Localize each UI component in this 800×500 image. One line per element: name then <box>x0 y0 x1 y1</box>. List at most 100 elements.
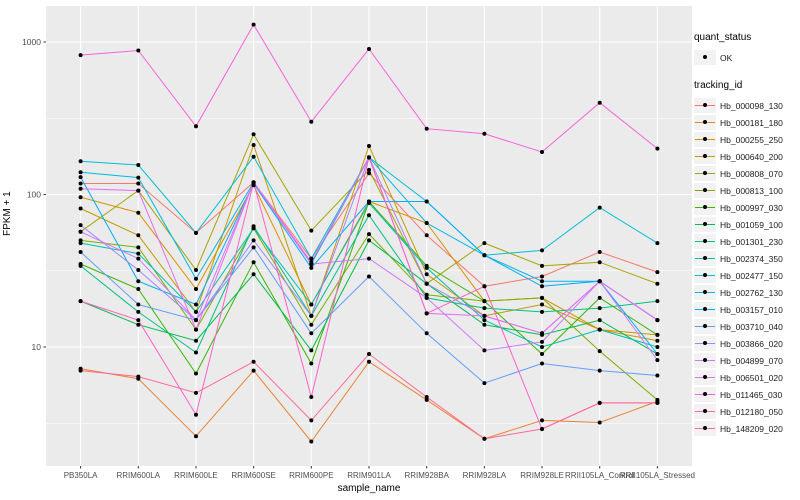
data-point[interactable] <box>540 302 544 307</box>
legend-item[interactable]: Hb_003157_010 <box>694 301 798 318</box>
data-point[interactable] <box>597 100 602 105</box>
data-point[interactable] <box>424 311 429 316</box>
data-point[interactable] <box>78 250 83 254</box>
data-point[interactable] <box>655 345 660 349</box>
data-point[interactable] <box>655 400 660 405</box>
data-point[interactable] <box>194 350 198 355</box>
data-point[interactable] <box>309 361 314 366</box>
data-point[interactable] <box>136 163 141 167</box>
data-point[interactable] <box>424 292 429 297</box>
data-point[interactable] <box>136 175 141 180</box>
data-point[interactable] <box>309 256 314 261</box>
data-point[interactable] <box>78 206 83 211</box>
data-point[interactable] <box>540 309 544 314</box>
data-point[interactable] <box>540 150 544 154</box>
data-point[interactable] <box>78 159 83 164</box>
data-point[interactable] <box>540 418 544 423</box>
data-point[interactable] <box>424 281 429 286</box>
data-point[interactable] <box>367 238 371 243</box>
data-point[interactable] <box>482 348 487 353</box>
legend-item[interactable]: Hb_003710_040 <box>694 318 798 335</box>
legend-item[interactable]: Hb_000181_180 <box>694 114 798 131</box>
data-point[interactable] <box>655 318 660 323</box>
data-point[interactable] <box>78 186 83 191</box>
data-point[interactable] <box>251 154 256 159</box>
data-point[interactable] <box>194 276 198 281</box>
data-point[interactable] <box>309 228 314 233</box>
data-point[interactable] <box>194 371 198 376</box>
data-point[interactable] <box>78 299 83 304</box>
data-point[interactable] <box>655 241 660 246</box>
data-point[interactable] <box>251 180 256 185</box>
data-point[interactable] <box>540 263 544 268</box>
data-point[interactable] <box>424 295 429 300</box>
data-point[interactable] <box>424 395 429 399</box>
data-point[interactable] <box>540 361 544 366</box>
data-point[interactable] <box>482 306 487 311</box>
data-point[interactable] <box>251 143 256 147</box>
legend-item[interactable]: Hb_003866_020 <box>694 335 798 352</box>
legend-item[interactable]: Hb_000640_200 <box>694 148 798 165</box>
data-point[interactable] <box>482 381 487 386</box>
data-point[interactable] <box>309 439 314 444</box>
legend-item[interactable]: Hb_000255_250 <box>694 131 798 148</box>
data-point[interactable] <box>136 302 141 307</box>
data-point[interactable] <box>424 272 429 277</box>
data-point[interactable] <box>482 131 487 136</box>
data-point[interactable] <box>597 295 602 300</box>
data-point[interactable] <box>194 318 198 323</box>
legend-item[interactable]: Hb_000997_030 <box>694 199 798 216</box>
data-point[interactable] <box>136 210 141 215</box>
data-point[interactable] <box>136 287 141 291</box>
data-point[interactable] <box>367 199 371 204</box>
data-point[interactable] <box>655 299 660 304</box>
data-point[interactable] <box>424 221 429 225</box>
data-point[interactable] <box>597 260 602 265</box>
data-point[interactable] <box>655 332 660 337</box>
data-point[interactable] <box>367 47 371 51</box>
data-point[interactable] <box>309 418 314 423</box>
legend-item[interactable]: Hb_011465_030 <box>694 386 798 403</box>
data-point[interactable] <box>194 327 198 332</box>
legend-item[interactable]: Hb_000813_100 <box>694 182 798 199</box>
data-point[interactable] <box>309 348 314 353</box>
legend-item-ok[interactable]: OK <box>694 49 798 66</box>
data-point[interactable] <box>482 313 487 318</box>
data-point[interactable] <box>136 309 141 314</box>
data-point[interactable] <box>78 170 83 175</box>
data-point[interactable] <box>367 274 371 279</box>
data-point[interactable] <box>194 412 198 417</box>
data-point[interactable] <box>655 270 660 275</box>
data-point[interactable] <box>655 146 660 151</box>
data-point[interactable] <box>424 265 429 270</box>
data-point[interactable] <box>78 175 83 180</box>
data-point[interactable] <box>136 48 141 53</box>
data-point[interactable] <box>194 124 198 129</box>
data-point[interactable] <box>309 265 314 270</box>
data-point[interactable] <box>540 248 544 253</box>
data-point[interactable] <box>194 338 198 343</box>
legend-item[interactable]: Hb_002374_350 <box>694 250 798 267</box>
legend-item[interactable]: Hb_148209_020 <box>694 420 798 437</box>
data-point[interactable] <box>309 331 314 336</box>
data-point[interactable] <box>194 390 198 395</box>
data-point[interactable] <box>597 400 602 405</box>
data-point[interactable] <box>78 53 83 58</box>
data-point[interactable] <box>251 368 256 373</box>
data-point[interactable] <box>655 338 660 343</box>
data-point[interactable] <box>482 284 487 289</box>
data-point[interactable] <box>597 349 602 354</box>
data-point[interactable] <box>482 318 487 323</box>
data-point[interactable] <box>655 358 660 363</box>
data-point[interactable] <box>194 302 198 307</box>
data-point[interactable] <box>424 199 429 204</box>
data-point[interactable] <box>136 322 141 327</box>
data-point[interactable] <box>194 230 198 235</box>
data-point[interactable] <box>597 420 602 425</box>
data-point[interactable] <box>78 195 83 200</box>
data-point[interactable] <box>597 250 602 254</box>
data-point[interactable] <box>540 339 544 344</box>
data-point[interactable] <box>597 279 602 284</box>
data-point[interactable] <box>367 232 371 237</box>
data-point[interactable] <box>482 299 487 304</box>
